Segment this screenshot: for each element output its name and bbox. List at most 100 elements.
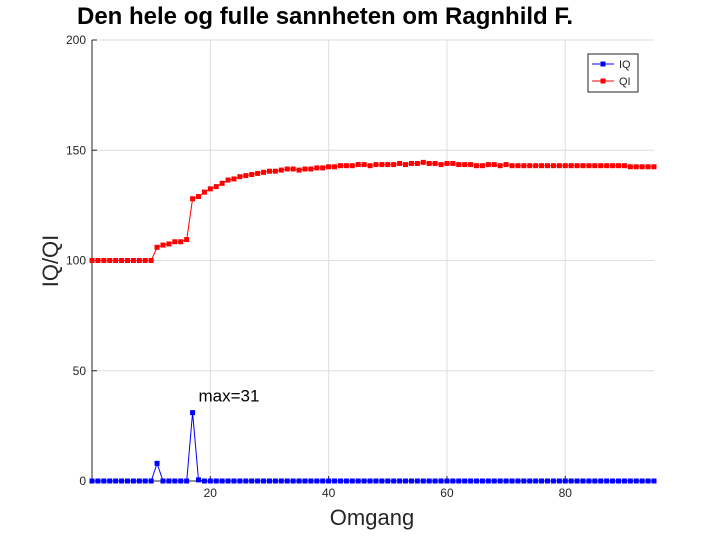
data-point xyxy=(355,478,361,484)
data-point xyxy=(474,163,480,169)
data-point xyxy=(373,162,379,168)
data-point xyxy=(255,170,261,176)
data-point xyxy=(136,258,142,263)
data-point xyxy=(545,163,551,169)
legend-box xyxy=(587,53,639,93)
data-point xyxy=(178,478,184,484)
data-point xyxy=(450,478,456,484)
data-point xyxy=(326,478,332,484)
data-point xyxy=(379,162,385,168)
plot-area: 0 50 100 150 200 20 40 60 80 xyxy=(66,33,657,500)
data-point xyxy=(266,478,272,484)
data-point xyxy=(408,160,414,166)
data-point xyxy=(136,478,142,484)
legend-marker xyxy=(600,78,606,84)
data-point xyxy=(468,162,474,168)
data-point xyxy=(225,478,231,484)
data-point xyxy=(314,165,320,171)
data-point xyxy=(296,167,302,173)
data-point xyxy=(627,164,633,170)
data-point xyxy=(89,258,95,263)
data-point xyxy=(373,478,379,484)
data-point xyxy=(651,478,657,484)
data-point xyxy=(172,239,178,245)
data-point xyxy=(586,478,592,484)
data-point xyxy=(272,478,278,484)
data-point xyxy=(580,478,586,484)
data-point xyxy=(598,478,604,484)
data-point xyxy=(432,478,438,484)
data-point xyxy=(195,194,201,200)
data-point xyxy=(645,164,651,170)
data-point xyxy=(243,173,249,179)
data-point xyxy=(320,165,326,171)
data-point xyxy=(420,478,426,484)
data-point xyxy=(503,478,509,484)
data-point xyxy=(604,163,610,169)
x-axis-title: Omgang xyxy=(330,505,414,530)
legend-label: IQ xyxy=(619,59,631,71)
data-point xyxy=(154,244,160,250)
data-point xyxy=(142,478,148,484)
data-point xyxy=(201,478,207,484)
data-point xyxy=(160,242,166,248)
data-point xyxy=(184,237,190,243)
data-point xyxy=(343,163,349,169)
data-point xyxy=(130,478,136,484)
legend-marker xyxy=(600,61,606,67)
data-point xyxy=(497,163,503,169)
chart-title: Den hele og fulle sannheten om Ragnhild … xyxy=(77,3,573,30)
data-point xyxy=(207,186,213,192)
data-point xyxy=(479,478,485,484)
data-point xyxy=(580,163,586,169)
data-point xyxy=(426,478,432,484)
data-point xyxy=(438,162,444,168)
data-point xyxy=(284,478,290,484)
data-point xyxy=(527,163,533,169)
data-point xyxy=(521,163,527,169)
data-point xyxy=(249,478,255,484)
data-point xyxy=(361,162,367,168)
data-point xyxy=(616,478,622,484)
data-point xyxy=(95,478,101,484)
data-point xyxy=(337,478,343,484)
data-point xyxy=(403,162,409,168)
data-point xyxy=(113,478,119,484)
data-point xyxy=(148,258,154,263)
data-point xyxy=(225,177,231,183)
data-point xyxy=(195,477,201,483)
series-line-qi xyxy=(92,161,654,261)
data-point xyxy=(438,478,444,484)
data-point xyxy=(485,162,491,168)
data-point xyxy=(574,478,580,484)
data-point xyxy=(562,478,568,484)
data-point xyxy=(107,258,113,263)
data-point xyxy=(391,162,397,168)
data-point xyxy=(550,163,556,169)
data-point xyxy=(207,478,213,484)
data-point xyxy=(462,478,468,484)
series-line-iq xyxy=(92,412,654,482)
data-point xyxy=(213,478,219,484)
y-tick-label: 50 xyxy=(73,364,87,378)
data-point xyxy=(509,478,515,484)
data-point xyxy=(491,162,497,168)
data-point xyxy=(278,478,284,484)
data-point xyxy=(479,163,485,169)
data-point xyxy=(556,478,562,484)
data-point xyxy=(89,478,95,484)
data-point xyxy=(527,478,533,484)
data-point xyxy=(308,478,314,484)
data-point xyxy=(219,180,225,186)
data-point xyxy=(261,478,267,484)
data-point xyxy=(610,478,616,484)
data-point xyxy=(332,478,338,484)
data-point xyxy=(213,184,219,190)
data-point xyxy=(243,478,249,484)
data-point xyxy=(462,162,468,168)
y-tick-label: 150 xyxy=(66,143,86,157)
series-qi xyxy=(89,159,657,263)
data-point xyxy=(586,163,592,169)
data-point xyxy=(190,410,196,416)
data-point xyxy=(391,478,397,484)
